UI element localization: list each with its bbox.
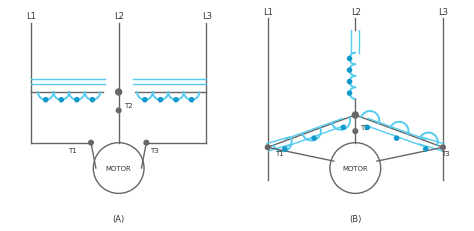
Circle shape: [347, 80, 352, 84]
Text: T2: T2: [125, 103, 133, 109]
Text: L3: L3: [438, 8, 448, 17]
Circle shape: [352, 112, 358, 119]
Circle shape: [347, 69, 352, 73]
Circle shape: [190, 98, 194, 102]
Text: T1: T1: [68, 148, 77, 154]
Circle shape: [441, 145, 445, 150]
Circle shape: [265, 145, 270, 150]
Circle shape: [365, 126, 369, 130]
Circle shape: [347, 57, 352, 61]
Circle shape: [283, 147, 287, 151]
Circle shape: [312, 137, 316, 141]
Text: L2: L2: [114, 12, 124, 21]
Text: T3: T3: [441, 150, 449, 156]
Circle shape: [75, 98, 79, 102]
Circle shape: [89, 141, 93, 145]
Circle shape: [143, 98, 147, 102]
Text: T2: T2: [360, 125, 369, 131]
Text: MOTOR: MOTOR: [342, 165, 368, 171]
Circle shape: [394, 137, 399, 141]
Text: MOTOR: MOTOR: [106, 165, 132, 171]
Circle shape: [91, 98, 94, 102]
Circle shape: [424, 147, 428, 151]
Circle shape: [174, 98, 178, 102]
Text: (B): (B): [349, 214, 362, 223]
Text: T1: T1: [274, 150, 283, 156]
Text: (A): (A): [112, 214, 125, 223]
Text: L2: L2: [351, 8, 361, 17]
Circle shape: [353, 129, 357, 134]
Text: L1: L1: [263, 8, 273, 17]
Text: L1: L1: [27, 12, 36, 21]
Circle shape: [144, 141, 149, 145]
Text: L3: L3: [202, 12, 212, 21]
Circle shape: [44, 98, 48, 102]
Text: T3: T3: [150, 148, 159, 154]
Circle shape: [347, 92, 352, 96]
Circle shape: [116, 90, 122, 96]
Circle shape: [341, 126, 346, 130]
Circle shape: [117, 109, 121, 113]
Circle shape: [59, 98, 64, 102]
Circle shape: [158, 98, 163, 102]
